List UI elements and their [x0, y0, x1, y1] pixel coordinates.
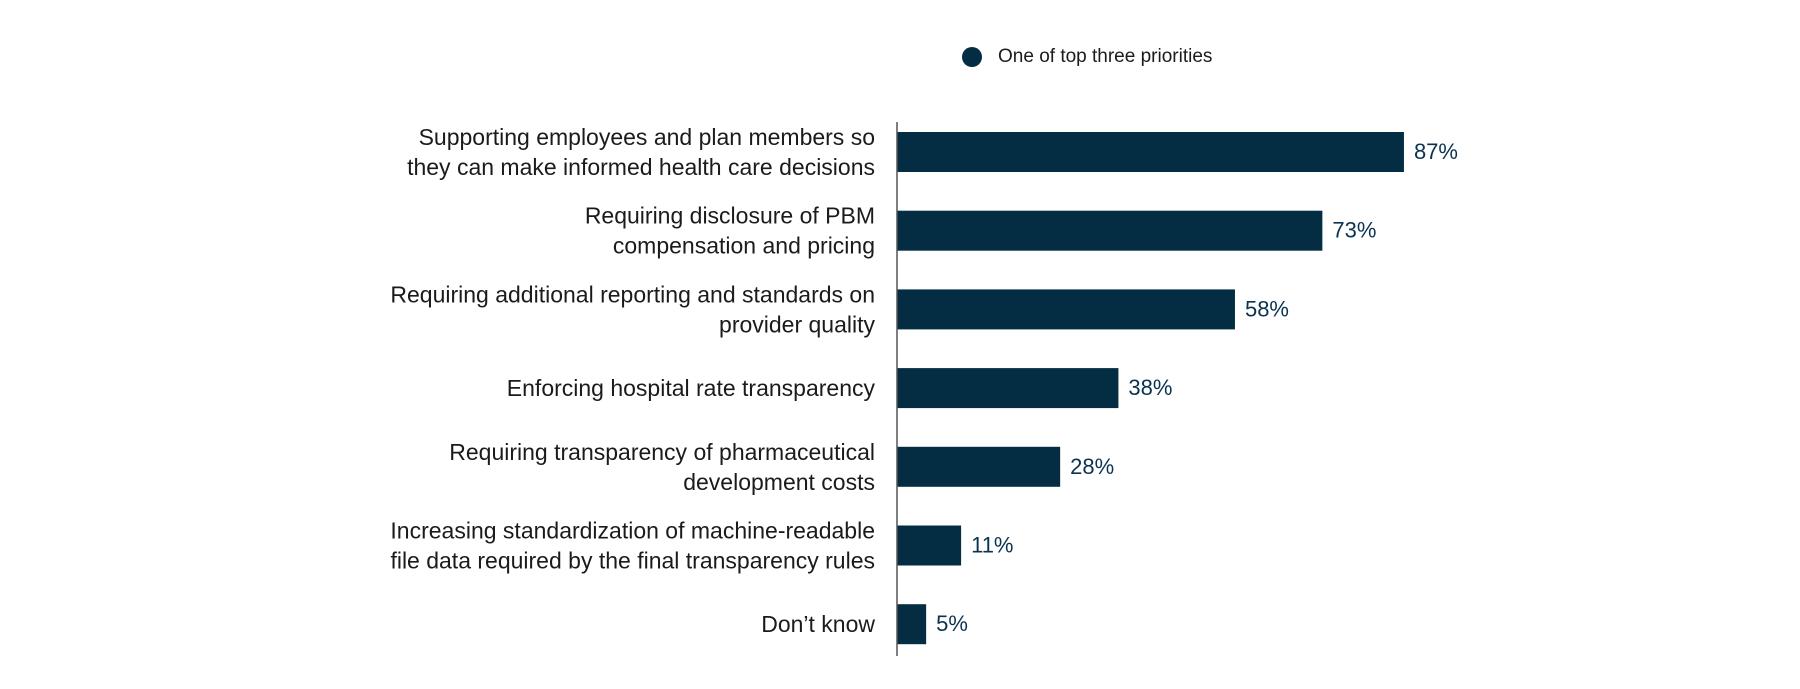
data-label-7: 5% — [936, 611, 968, 636]
bar-4 — [897, 368, 1119, 409]
category-label-1-line-2: they can make informed health care decis… — [407, 154, 875, 180]
category-label-3-line-2: provider quality — [719, 311, 875, 337]
data-label-1: 87% — [1414, 139, 1458, 164]
legend: One of top three priorities — [962, 46, 1212, 68]
legend-marker — [962, 47, 982, 67]
category-label-4-line-1: Enforcing hospital rate transparency — [507, 375, 876, 401]
data-label-5: 28% — [1070, 454, 1114, 479]
category-label-6-line-2: file data required by the final transpar… — [390, 548, 875, 574]
legend-label: One of top three priorities — [998, 46, 1213, 67]
bar-5 — [897, 446, 1061, 487]
data-label-2: 73% — [1332, 218, 1376, 243]
category-label-1-line-1: Supporting employees and plan members so — [419, 124, 875, 150]
category-label-5-line-2: development costs — [683, 469, 875, 495]
data-label-4: 38% — [1128, 375, 1172, 400]
bar-2 — [897, 210, 1323, 251]
bar-6 — [897, 525, 962, 566]
category-label-5-line-1: Requiring transparency of pharmaceutical — [449, 439, 875, 465]
bar-3 — [897, 289, 1235, 330]
bar-1 — [897, 132, 1404, 172]
bar-7 — [897, 604, 927, 645]
category-label-2-line-2: compensation and pricing — [613, 233, 875, 259]
data-label-6: 11% — [971, 533, 1013, 558]
category-label-7-line-1: Don’t know — [761, 611, 875, 637]
category-label-2-line-1: Requiring disclosure of PBM — [585, 203, 875, 229]
data-label-3: 58% — [1245, 296, 1289, 321]
category-label-3-line-1: Requiring additional reporting and stand… — [390, 281, 875, 307]
category-label-6-line-1: Increasing standardization of machine-re… — [390, 518, 875, 544]
